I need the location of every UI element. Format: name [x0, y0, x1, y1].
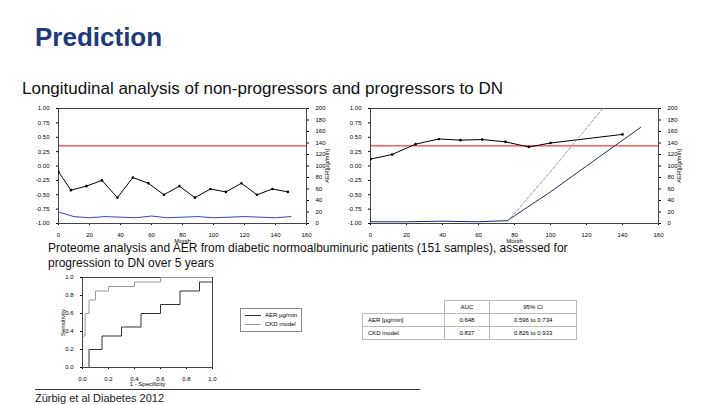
svg-text:-0.75: -0.75	[36, 206, 50, 212]
svg-text:160: 160	[653, 232, 664, 238]
svg-text:0.6: 0.6	[65, 310, 74, 316]
svg-text:60: 60	[316, 186, 323, 192]
svg-text:40: 40	[668, 197, 675, 203]
svg-text:40: 40	[316, 197, 323, 203]
svg-text:0.2: 0.2	[65, 346, 74, 352]
svg-text:160: 160	[316, 128, 327, 134]
svg-text:40: 40	[439, 232, 446, 238]
svg-text:40: 40	[117, 232, 124, 238]
svg-text:60: 60	[668, 186, 675, 192]
svg-text:-0.75: -0.75	[348, 206, 362, 212]
svg-text:1 - Specificity: 1 - Specificity	[130, 381, 166, 387]
svg-text:20: 20	[316, 209, 323, 215]
svg-text:0: 0	[57, 232, 61, 238]
svg-text:200: 200	[316, 105, 327, 111]
svg-text:1.0: 1.0	[208, 376, 217, 382]
svg-text:0.2: 0.2	[104, 376, 113, 382]
svg-text:140: 140	[668, 140, 679, 146]
svg-text:AER[µg/min]: AER[µg/min]	[676, 149, 682, 183]
svg-text:-1.00: -1.00	[36, 220, 50, 226]
svg-text:120: 120	[581, 232, 592, 238]
svg-text:140: 140	[270, 232, 281, 238]
svg-text:0: 0	[668, 220, 672, 226]
svg-text:-1.00: -1.00	[348, 220, 362, 226]
svg-text:0.75: 0.75	[350, 120, 362, 126]
svg-text:180: 180	[316, 117, 327, 123]
svg-text:Sensitivity: Sensitivity	[60, 309, 66, 336]
svg-text:0: 0	[316, 220, 320, 226]
svg-text:60: 60	[475, 232, 482, 238]
svg-text:0.0: 0.0	[78, 376, 87, 382]
svg-text:-0.25: -0.25	[348, 177, 362, 183]
svg-text:0.25: 0.25	[350, 149, 362, 155]
svg-text:0.25: 0.25	[38, 149, 50, 155]
svg-text:-0.50: -0.50	[348, 192, 362, 198]
svg-text:20: 20	[668, 209, 675, 215]
svg-text:-0.50: -0.50	[36, 192, 50, 198]
svg-text:20: 20	[403, 232, 410, 238]
svg-text:160: 160	[668, 128, 679, 134]
svg-text:160: 160	[301, 232, 312, 238]
svg-text:0.00: 0.00	[350, 163, 362, 169]
svg-text:80: 80	[668, 174, 675, 180]
svg-text:120: 120	[239, 232, 250, 238]
svg-text:80: 80	[316, 174, 323, 180]
svg-text:100: 100	[545, 232, 556, 238]
svg-text:1.0: 1.0	[65, 274, 74, 280]
svg-text:0.0: 0.0	[65, 364, 74, 370]
svg-text:AER[µg/min]: AER[µg/min]	[324, 149, 330, 183]
svg-text:0.8: 0.8	[182, 376, 191, 382]
svg-text:0.50: 0.50	[350, 134, 362, 140]
svg-text:20: 20	[86, 232, 93, 238]
svg-text:1.00: 1.00	[38, 105, 50, 111]
svg-text:0.50: 0.50	[38, 134, 50, 140]
svg-text:0.8: 0.8	[65, 292, 74, 298]
svg-text:100: 100	[208, 232, 219, 238]
svg-text:200: 200	[668, 105, 679, 111]
svg-text:140: 140	[316, 140, 327, 146]
svg-text:140: 140	[617, 232, 628, 238]
svg-text:180: 180	[668, 117, 679, 123]
svg-text:0.75: 0.75	[38, 120, 50, 126]
svg-text:-0.25: -0.25	[36, 177, 50, 183]
svg-text:0: 0	[369, 232, 373, 238]
svg-text:0.00: 0.00	[38, 163, 50, 169]
svg-text:60: 60	[148, 232, 155, 238]
svg-text:0.4: 0.4	[65, 328, 74, 334]
svg-text:1.00: 1.00	[350, 105, 362, 111]
